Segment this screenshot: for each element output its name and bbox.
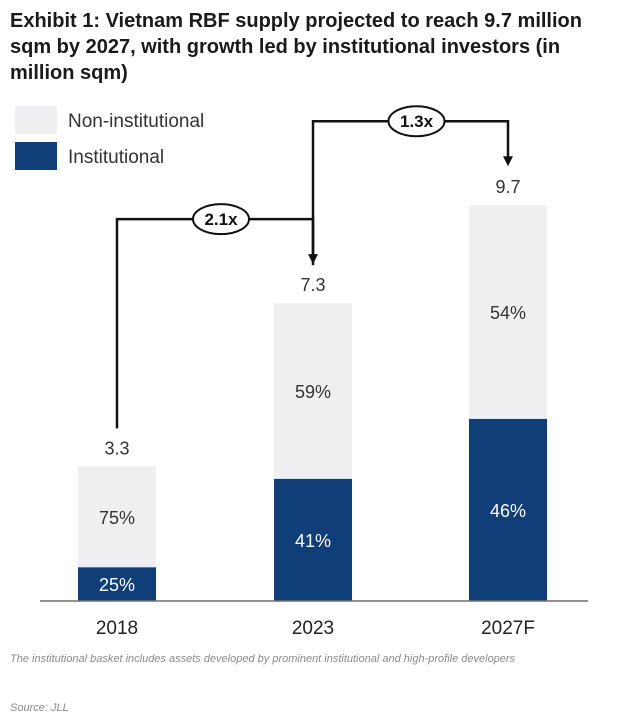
total-label-2018: 3.3 bbox=[104, 438, 129, 458]
footnote: The institutional basket includes assets… bbox=[10, 653, 516, 665]
bar-non-institutional-2023 bbox=[274, 303, 352, 479]
x-tick-2027F: 2027F bbox=[481, 618, 535, 639]
legend: Non-institutional Institutional bbox=[15, 106, 204, 170]
bar-institutional-2023 bbox=[274, 478, 352, 601]
growth-arrows: 2.1x 1.3x bbox=[115, 105, 513, 429]
x-tick-2023: 2023 bbox=[292, 618, 334, 639]
label-non-institutional-2027F: 54% bbox=[490, 303, 526, 323]
growth-label-2023-2027F: 1.3x bbox=[400, 112, 434, 131]
growth-badge-2023-2027F bbox=[387, 105, 446, 138]
total-label-2027F: 9.7 bbox=[495, 177, 520, 197]
legend-swatch-institutional bbox=[15, 142, 57, 170]
chart-title: Exhibit 1: Vietnam RBF supply projected … bbox=[10, 10, 582, 84]
legend-swatch-non-institutional bbox=[15, 106, 57, 134]
label-non-institutional-2023: 59% bbox=[295, 382, 331, 402]
bar-institutional-2018 bbox=[78, 567, 156, 601]
label-non-institutional-2018: 75% bbox=[99, 508, 135, 528]
source-note: Source: JLL bbox=[10, 702, 69, 714]
bars: 75% 25% 3.3 2018 59% 41% 7.3 2023 54% 46% 9.7 2027F bbox=[78, 177, 547, 639]
x-tick-2018: 2018 bbox=[96, 618, 138, 639]
bar-institutional-2027F bbox=[469, 418, 547, 601]
legend-label-non-institutional: Non-institutional bbox=[68, 111, 204, 132]
growth-badge-2018-2023 bbox=[192, 203, 250, 236]
label-institutional-2027F: 46% bbox=[490, 501, 526, 521]
bar-non-institutional-2027F bbox=[469, 205, 547, 419]
total-label-2023: 7.3 bbox=[300, 275, 325, 295]
label-institutional-2018: 25% bbox=[99, 575, 135, 595]
legend-label-institutional: Institutional bbox=[68, 147, 164, 168]
label-institutional-2023: 41% bbox=[295, 531, 331, 551]
bar-non-institutional-2018 bbox=[78, 466, 156, 568]
growth-label-2018-2023: 2.1x bbox=[204, 210, 238, 229]
